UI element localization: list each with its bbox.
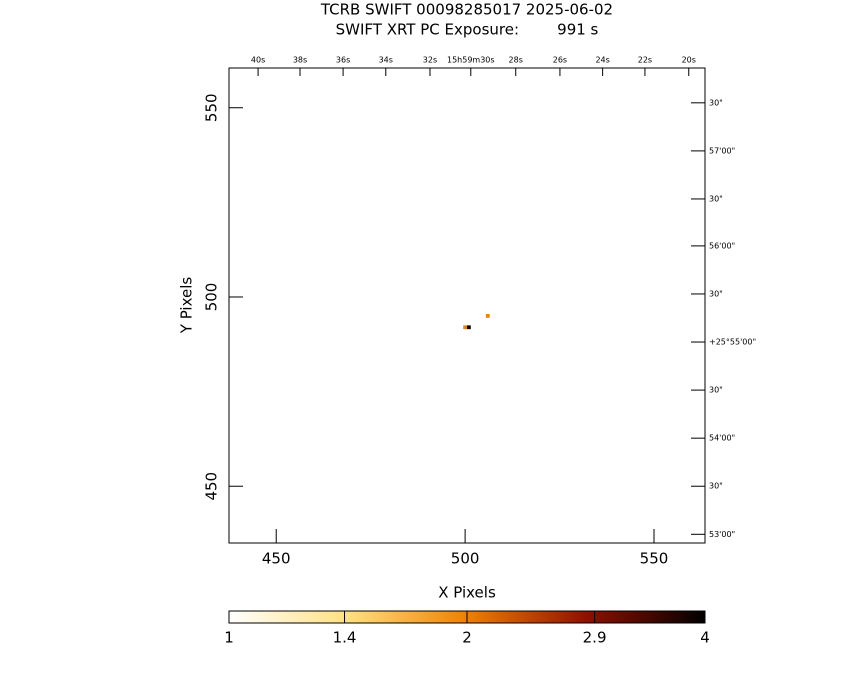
x-tick-label: 500 — [451, 550, 480, 568]
right-tick-label: 53'00" — [709, 530, 735, 539]
right-tick-label: 30" — [709, 98, 723, 107]
pixel — [463, 325, 467, 330]
top-tick-label: 22s — [638, 56, 652, 65]
x-axis-label: X Pixels — [438, 584, 496, 602]
right-tick-label: 30" — [709, 386, 723, 395]
right-tick-label: 57'00" — [709, 146, 735, 155]
top-tick-label: 26s — [553, 56, 567, 65]
colorbar-tick-label: 1 — [224, 629, 234, 647]
top-tick-label: 40s — [251, 56, 265, 65]
top-tick-label: 34s — [379, 56, 393, 65]
top-tick-label: 28s — [509, 56, 523, 65]
pixel — [467, 325, 471, 330]
pixel — [485, 314, 490, 318]
right-tick-label: 56'00" — [709, 241, 735, 250]
colorbar-tick-label: 2 — [462, 629, 472, 647]
plot-frame — [228, 67, 706, 544]
y-tick-label: 550 — [203, 93, 221, 122]
right-tick-label: +25°55'00" — [709, 338, 756, 347]
right-tick-label: 30" — [709, 289, 723, 298]
top-tick-label: 38s — [293, 56, 307, 65]
chart-title: TCRB SWIFT 00098285017 2025-06-02 — [320, 1, 613, 19]
colorbar-tick-label: 4 — [700, 629, 710, 647]
top-tick-label: 24s — [595, 56, 609, 65]
x-tick-label: 450 — [262, 550, 291, 568]
right-tick-label: 30" — [709, 482, 723, 491]
right-tick-label: 54'00" — [709, 434, 735, 443]
x-tick-label: 550 — [640, 550, 669, 568]
right-tick-label: 30" — [709, 194, 723, 203]
chart-subtitle: SWIFT XRT PC Exposure: 991 s — [336, 21, 599, 39]
top-tick-label: 15h59m30s — [447, 56, 495, 65]
colorbar-tick-label: 1.4 — [333, 629, 357, 647]
top-tick-label: 32s — [423, 56, 437, 65]
y-tick-label: 500 — [203, 283, 221, 312]
y-tick-label: 450 — [203, 472, 221, 501]
colorbar-tick-label: 2.9 — [583, 629, 607, 647]
top-tick-label: 20s — [682, 56, 696, 65]
y-axis-label: Y Pixels — [178, 277, 196, 335]
top-tick-label: 36s — [336, 56, 350, 65]
